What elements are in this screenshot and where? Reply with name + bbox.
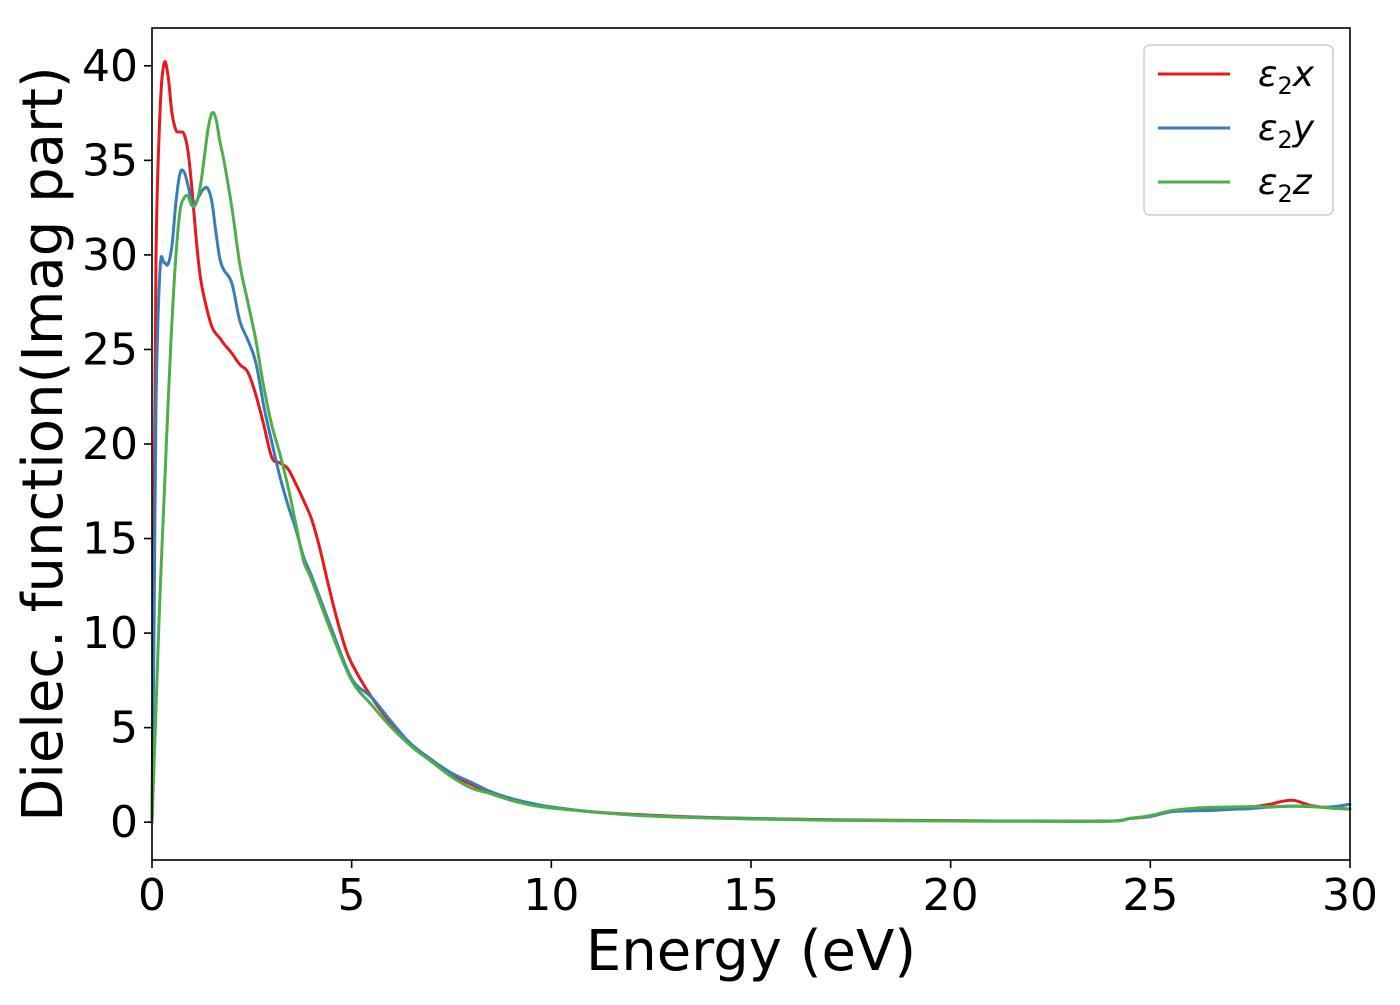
y-tick-label: 10 (82, 608, 138, 659)
y-tick-label: 15 (82, 514, 138, 565)
legend: ε2x ε2y ε2z (1143, 44, 1334, 216)
legend-box (1143, 44, 1334, 216)
y-tick-label: 30 (82, 230, 138, 281)
legend-label-x: ε2x (1258, 54, 1315, 100)
x-tick-label: 5 (338, 870, 366, 921)
x-axis-label: Energy (eV) (586, 919, 916, 984)
y-tick-label: 40 (82, 41, 138, 92)
plot-lines-layer (150, 60, 1352, 824)
x-tick-label: 10 (523, 870, 579, 921)
x-axis-ticks: 0 5 10 15 20 25 30 (138, 860, 1378, 921)
y-tick-label: 20 (82, 419, 138, 470)
y-tick-label: 35 (82, 135, 138, 186)
y-tick-label: 25 (82, 324, 138, 375)
y-tick-label: 0 (110, 797, 138, 848)
legend-label-y: ε2y (1258, 108, 1315, 154)
x-tick-label: 25 (1122, 870, 1178, 921)
x-tick-label: 15 (723, 870, 779, 921)
y-axis-label: Dielec. function(Imag part) (11, 66, 76, 822)
y-tick-label: 5 (110, 703, 138, 754)
series-line-z (150, 110, 1352, 824)
x-tick-label: 20 (923, 870, 979, 921)
legend-label-z: ε2z (1258, 162, 1313, 208)
x-tick-label: 30 (1322, 870, 1378, 921)
x-tick-label: 0 (138, 870, 166, 921)
y-axis-ticks: 0 5 10 15 20 25 30 35 40 (82, 41, 152, 848)
